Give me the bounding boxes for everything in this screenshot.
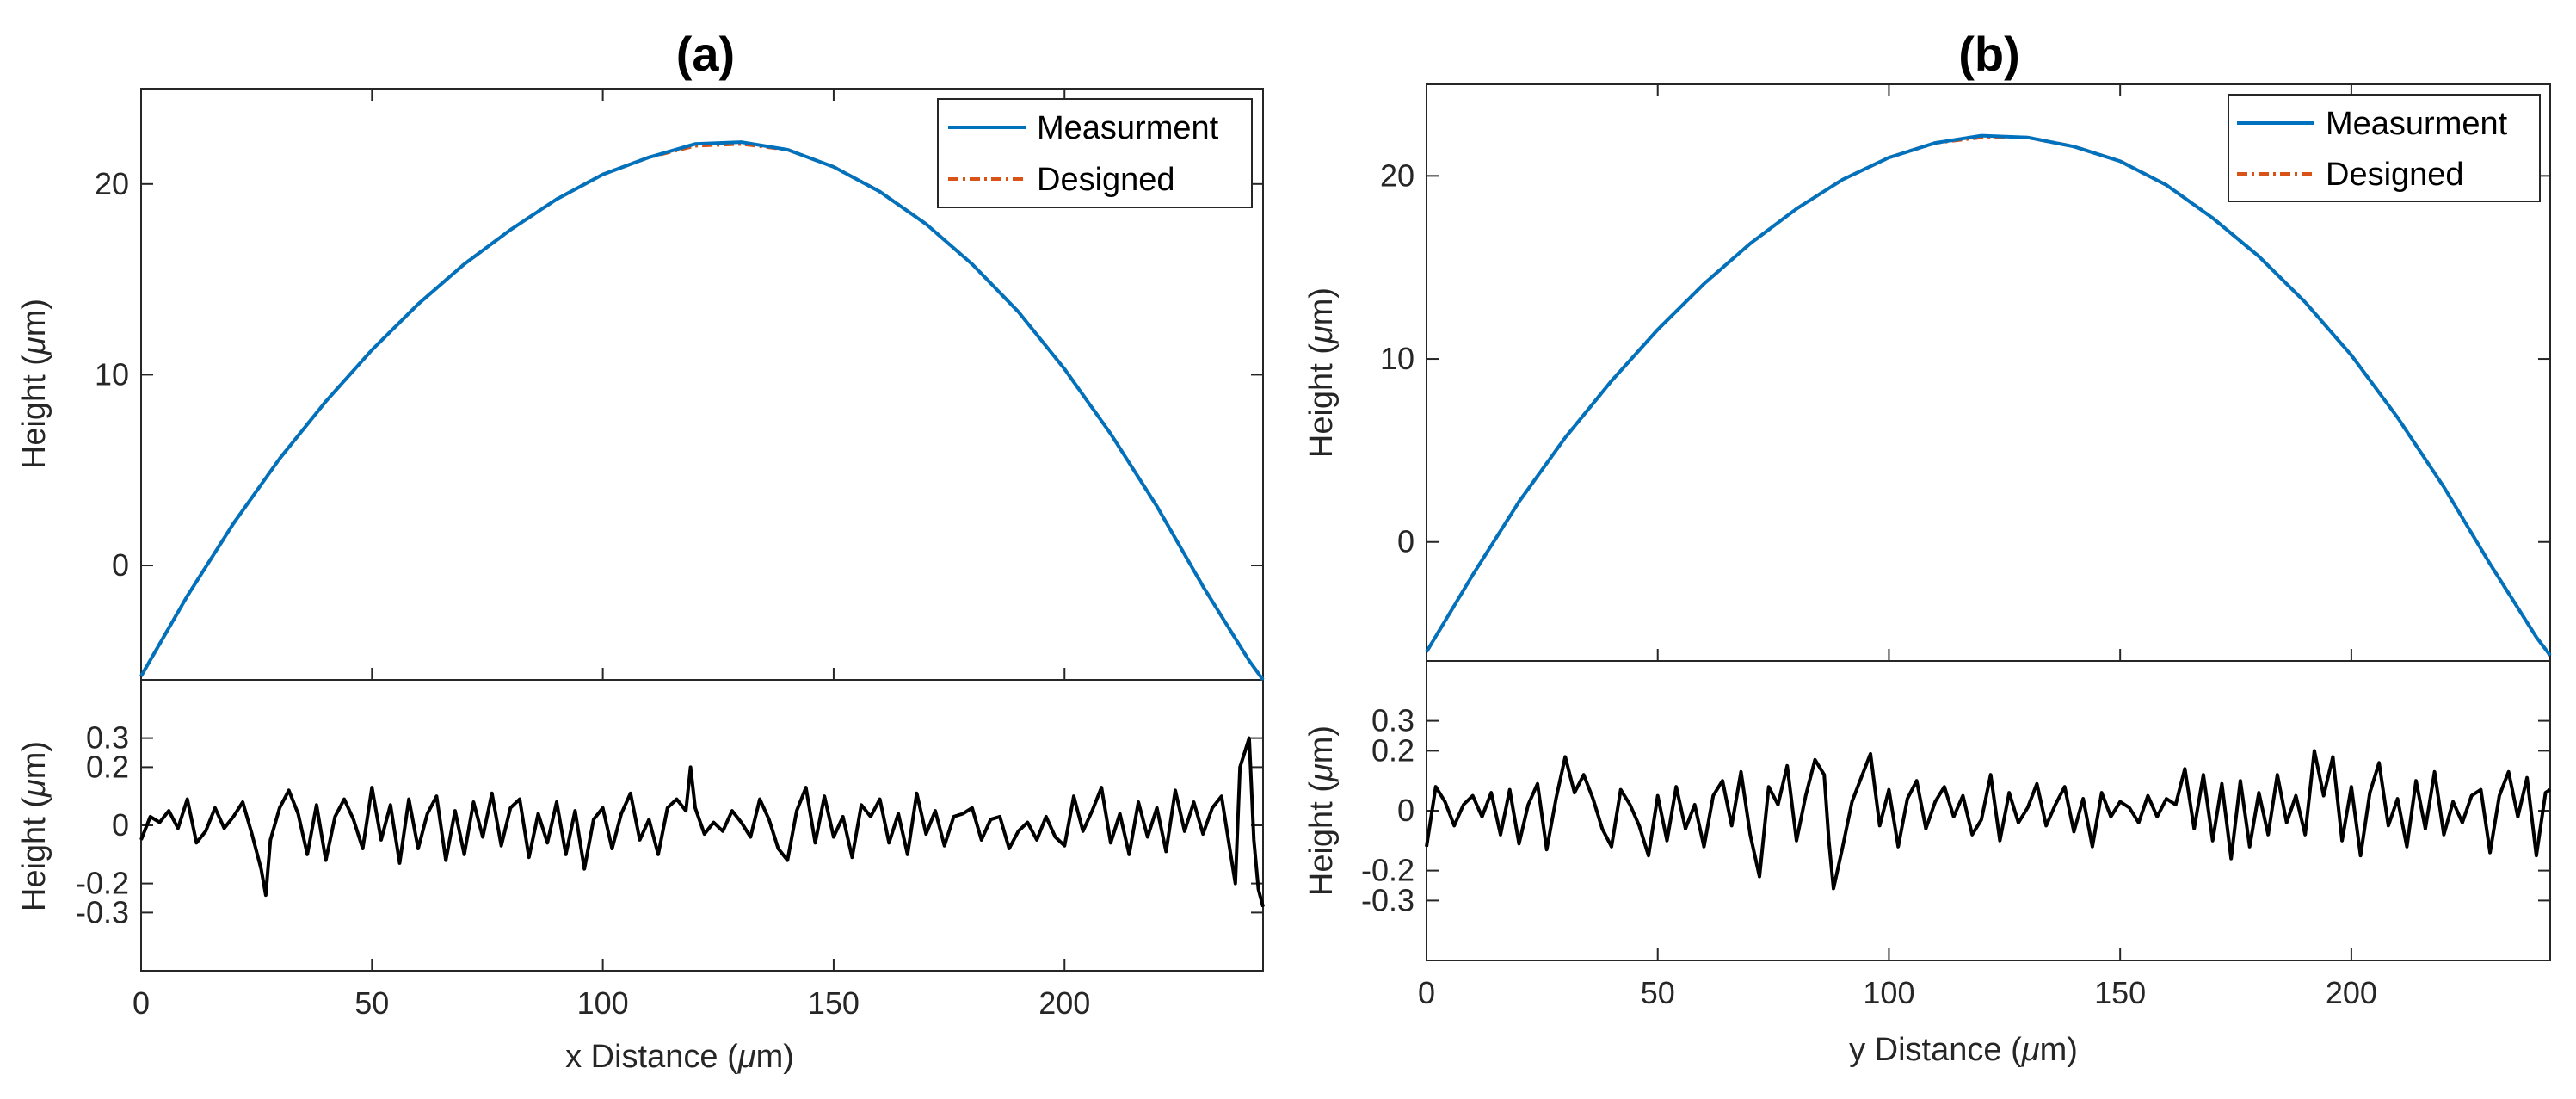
panel-a-legend-measurement-label: Measurment xyxy=(1037,110,1219,146)
panel-a-residual-yticks: -0.3-0.2 0 0.20.3 xyxy=(76,720,1263,929)
residual-ytick-label: 0.3 xyxy=(86,720,129,756)
residual-ytick-label: -0.3 xyxy=(1361,882,1414,917)
panel-a-xlabel: x Distance (μm) xyxy=(565,1039,794,1075)
panel-b-legend-designed-label: Designed xyxy=(2326,157,2464,193)
panel-a-legend-designed-label: Designed xyxy=(1037,162,1175,198)
panel-a-legend: Measurment Designed xyxy=(937,98,1253,208)
panel-b-residual-axes xyxy=(1426,660,2551,961)
xtick-label: 200 xyxy=(1038,985,1090,1021)
panel-a-residual-ylabel: Height (μm) xyxy=(16,741,52,911)
residual-ytick-label: -0.2 xyxy=(1361,853,1414,888)
residual-ytick-label: 0.2 xyxy=(1371,732,1414,768)
xtick-label: 150 xyxy=(2094,975,2146,1010)
xtick-label: 200 xyxy=(2326,975,2377,1010)
panel-b: (b) 0 10 20 -0.3-0.2 0 0.20.3 0 50 100 150 200 H… xyxy=(1303,27,2552,1068)
panel-a-main-ylabel: Height (μm) xyxy=(16,299,52,469)
panel-b-xlabel: y Distance (μm) xyxy=(1849,1032,2078,1068)
panel-a: (a) 0 10 20 -0.3-0.2 0 0.20.3 0 50 100 150 200 H… xyxy=(16,27,1265,1075)
main-ytick-label: 0 xyxy=(112,547,129,583)
residual-ytick-label: 0.2 xyxy=(86,749,129,784)
main-ytick-label: 10 xyxy=(95,356,129,392)
residual-ytick-label: 0 xyxy=(1397,793,1414,828)
panel-b-residual-line xyxy=(1425,749,2552,891)
xtick-label: 50 xyxy=(1641,975,1675,1010)
panel-b-main-yticks: 0 10 20 xyxy=(1380,157,2550,559)
panel-b-main-ylabel: Height (μm) xyxy=(1303,287,1340,458)
residual-ytick-label: -0.3 xyxy=(76,894,129,929)
main-ytick-label: 0 xyxy=(1397,524,1414,559)
panel-b-measurement-line xyxy=(1425,133,2552,657)
panel-a-title: (a) xyxy=(676,27,735,81)
panel-b-legend-box xyxy=(2228,94,2541,202)
panel-a-residual-line xyxy=(139,736,1265,908)
residual-ytick-label: 0 xyxy=(112,807,129,843)
xtick-label: 100 xyxy=(1863,975,1914,1010)
xtick-label: 0 xyxy=(132,985,150,1021)
panel-b-residual-ylabel: Height (μm) xyxy=(1303,725,1340,896)
residual-ytick-label: -0.2 xyxy=(76,866,129,901)
panel-b-legend: Measurment Designed xyxy=(2228,94,2541,202)
panel-b-xticks: 0 50 100 150 200 xyxy=(1418,84,2377,1010)
xtick-label: 50 xyxy=(354,985,389,1021)
panel-a-measurement-line xyxy=(139,140,1265,682)
xtick-label: 100 xyxy=(577,985,629,1021)
xtick-label: 150 xyxy=(808,985,860,1021)
main-ytick-label: 10 xyxy=(1380,341,1414,376)
panel-a-main-yticks: 0 10 20 xyxy=(95,166,1263,583)
main-ytick-label: 20 xyxy=(1380,157,1414,193)
panel-b-legend-measurement-label: Measurment xyxy=(2326,106,2508,142)
panel-a-xticks: 0 50 100 150 200 xyxy=(132,89,1090,1021)
residual-ytick-label: 0.3 xyxy=(1371,703,1414,738)
xtick-label: 0 xyxy=(1418,975,1435,1010)
panel-a-legend-box xyxy=(937,98,1253,208)
panel-b-title: (b) xyxy=(1958,27,2020,81)
main-ytick-label: 20 xyxy=(95,166,129,201)
